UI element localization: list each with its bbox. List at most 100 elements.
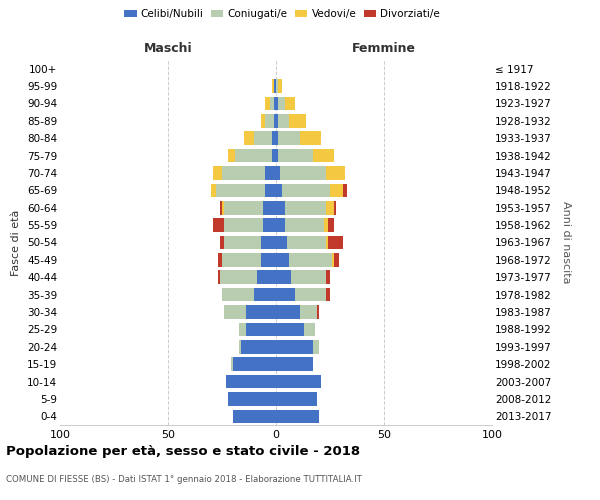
- Bar: [220, 270, 257, 284]
- Bar: [326, 166, 345, 180]
- Bar: [218, 253, 222, 266]
- Bar: [222, 288, 254, 302]
- Bar: [233, 410, 276, 423]
- Bar: [332, 253, 334, 266]
- Bar: [326, 236, 328, 250]
- Bar: [263, 201, 276, 214]
- Text: Femmine: Femmine: [352, 42, 416, 55]
- Bar: [276, 340, 313, 353]
- Bar: [289, 253, 332, 266]
- Bar: [224, 236, 261, 250]
- Bar: [276, 184, 283, 197]
- Bar: [222, 201, 224, 214]
- Bar: [334, 201, 337, 214]
- Bar: [276, 236, 287, 250]
- Bar: [274, 114, 276, 128]
- Bar: [229, 149, 235, 162]
- Y-axis label: Fasce di età: Fasce di età: [11, 210, 22, 276]
- Bar: [276, 322, 304, 336]
- Bar: [246, 322, 276, 336]
- Bar: [265, 96, 269, 110]
- Bar: [261, 253, 276, 266]
- Legend: Celibi/Nubili, Coniugati/e, Vedovi/e, Divorziati/e: Celibi/Nubili, Coniugati/e, Vedovi/e, Di…: [120, 5, 444, 24]
- Text: Popolazione per età, sesso e stato civile - 2018: Popolazione per età, sesso e stato civil…: [6, 445, 360, 458]
- Bar: [239, 322, 246, 336]
- Bar: [276, 375, 322, 388]
- Bar: [278, 149, 313, 162]
- Bar: [276, 288, 295, 302]
- Bar: [224, 201, 263, 214]
- Bar: [334, 253, 338, 266]
- Bar: [224, 305, 246, 319]
- Bar: [269, 96, 274, 110]
- Bar: [272, 149, 276, 162]
- Bar: [328, 218, 334, 232]
- Bar: [261, 114, 265, 128]
- Bar: [246, 305, 276, 319]
- Bar: [326, 288, 330, 302]
- Bar: [224, 218, 263, 232]
- Bar: [326, 201, 334, 214]
- Bar: [274, 80, 276, 93]
- Bar: [280, 166, 326, 180]
- Bar: [257, 270, 276, 284]
- Bar: [265, 114, 274, 128]
- Bar: [291, 270, 326, 284]
- Bar: [278, 96, 284, 110]
- Bar: [278, 132, 300, 145]
- Bar: [304, 322, 315, 336]
- Bar: [265, 166, 276, 180]
- Bar: [278, 114, 289, 128]
- Text: COMUNE DI FIESSE (BS) - Dati ISTAT 1° gennaio 2018 - Elaborazione TUTTITALIA.IT: COMUNE DI FIESSE (BS) - Dati ISTAT 1° ge…: [6, 475, 362, 484]
- Bar: [330, 184, 343, 197]
- Bar: [214, 218, 224, 232]
- Bar: [317, 305, 319, 319]
- Bar: [263, 218, 276, 232]
- Bar: [272, 80, 274, 93]
- Bar: [265, 184, 276, 197]
- Bar: [300, 305, 317, 319]
- Bar: [233, 358, 276, 371]
- Bar: [278, 80, 283, 93]
- Bar: [284, 201, 326, 214]
- Bar: [276, 132, 278, 145]
- Bar: [313, 149, 334, 162]
- Bar: [300, 132, 322, 145]
- Bar: [276, 358, 313, 371]
- Text: Maschi: Maschi: [143, 42, 193, 55]
- Bar: [326, 270, 330, 284]
- Bar: [276, 149, 278, 162]
- Bar: [211, 184, 215, 197]
- Bar: [226, 375, 276, 388]
- Bar: [313, 340, 319, 353]
- Bar: [276, 410, 319, 423]
- Bar: [276, 305, 300, 319]
- Bar: [276, 80, 278, 93]
- Bar: [276, 270, 291, 284]
- Bar: [220, 236, 224, 250]
- Bar: [343, 184, 347, 197]
- Bar: [289, 114, 306, 128]
- Bar: [323, 218, 328, 232]
- Bar: [218, 270, 220, 284]
- Bar: [220, 201, 222, 214]
- Bar: [276, 392, 317, 406]
- Bar: [214, 166, 222, 180]
- Bar: [254, 132, 272, 145]
- Bar: [229, 392, 276, 406]
- Bar: [328, 236, 343, 250]
- Bar: [272, 132, 276, 145]
- Y-axis label: Anni di nascita: Anni di nascita: [561, 201, 571, 284]
- Bar: [244, 132, 254, 145]
- Bar: [287, 236, 326, 250]
- Bar: [284, 96, 295, 110]
- Bar: [283, 184, 330, 197]
- Bar: [222, 253, 261, 266]
- Bar: [241, 340, 276, 353]
- Bar: [276, 96, 278, 110]
- Bar: [235, 149, 272, 162]
- Bar: [276, 218, 284, 232]
- Bar: [222, 166, 265, 180]
- Bar: [215, 184, 265, 197]
- Bar: [239, 340, 241, 353]
